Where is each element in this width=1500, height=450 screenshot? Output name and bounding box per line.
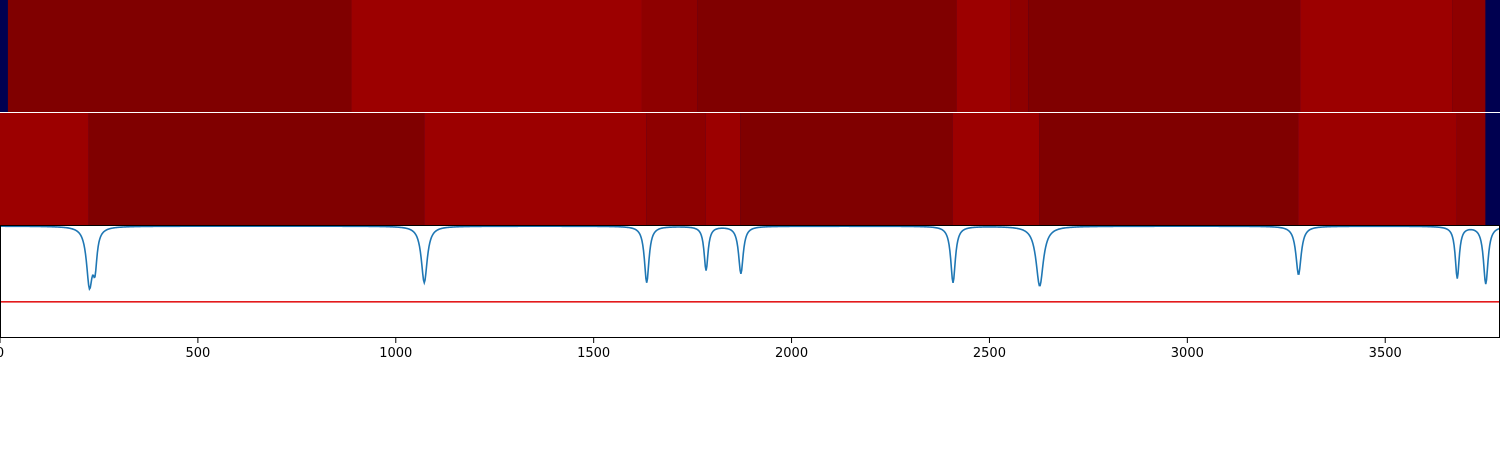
heatmap-cell <box>1039 113 1299 225</box>
x-tick-label: 3000 <box>1171 346 1204 361</box>
x-tick-label: 500 <box>185 346 210 361</box>
heatmap-cell <box>351 0 642 112</box>
signal-line <box>0 225 1500 292</box>
x-tick-label: 0 <box>0 346 4 361</box>
heatmap-cell <box>0 113 89 225</box>
heatmap-cell <box>705 113 741 225</box>
heatmap-cell <box>641 0 698 112</box>
heatmap-row-1 <box>0 113 1500 225</box>
heatmap-cell <box>1456 113 1486 225</box>
x-tick-label: 1000 <box>379 346 412 361</box>
heatmap-cell <box>1452 0 1486 112</box>
heatmap-cell <box>1028 0 1301 112</box>
x-axis: 0 500 1000 1500 2000 2500 3000 3500 <box>0 338 1402 361</box>
x-tick-label: 3500 <box>1369 346 1402 361</box>
heatmap-cell <box>697 0 957 112</box>
heatmap-cell <box>956 0 1011 112</box>
heatmap-cell <box>424 113 647 225</box>
heatmap-cell <box>88 113 425 225</box>
x-tick-label: 2500 <box>973 346 1006 361</box>
heatmap-cell <box>1300 0 1453 112</box>
heatmap-cell <box>1298 113 1457 225</box>
x-tick-label: 2000 <box>775 346 808 361</box>
heatmap-cell <box>952 113 1040 225</box>
heatmap-cell <box>740 113 953 225</box>
signal-panel-background <box>0 225 1500 338</box>
heatmap-cell <box>1010 0 1029 112</box>
heatmap-row-0 <box>0 0 1500 112</box>
heatmap-cell <box>646 113 706 225</box>
signal-panel <box>0 225 1500 338</box>
x-tick-label: 1500 <box>577 346 610 361</box>
heatmap-cell <box>7 0 352 112</box>
